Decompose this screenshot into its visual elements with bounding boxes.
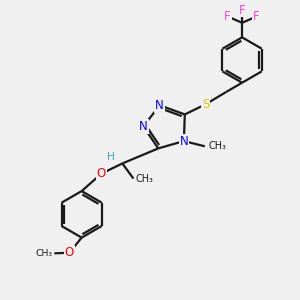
Text: CH₃: CH₃ [36, 249, 53, 258]
Text: F: F [224, 10, 231, 23]
Text: O: O [65, 246, 74, 259]
Text: F: F [253, 10, 260, 23]
Text: CH₃: CH₃ [136, 174, 153, 184]
Text: S: S [202, 98, 209, 111]
Text: N: N [139, 120, 148, 133]
Text: F: F [239, 4, 245, 16]
Text: CH₃: CH₃ [208, 141, 226, 151]
Text: O: O [97, 167, 106, 180]
Text: N: N [155, 99, 164, 112]
Text: N: N [179, 135, 188, 148]
Text: H: H [107, 152, 115, 162]
